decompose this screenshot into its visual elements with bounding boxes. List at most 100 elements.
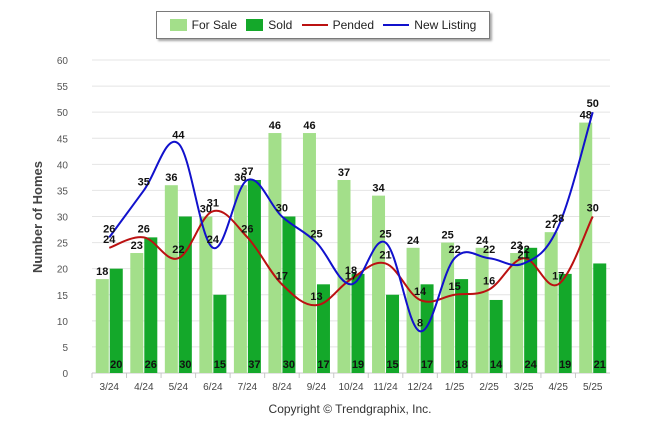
bar-data-label: 15 (386, 359, 398, 371)
y-axis-ticks: 0 5 10 15 20 25 30 35 40 45 50 55 60 (57, 56, 69, 380)
bar-for-sale[interactable] (268, 133, 282, 373)
bar-data-label: 24 (407, 235, 420, 247)
y-tick-label: 40 (57, 160, 69, 171)
y-tick-label: 0 (62, 369, 68, 380)
bar-data-label: 18 (455, 359, 467, 371)
line-data-label: 14 (414, 286, 427, 298)
bar-marks (95, 122, 607, 374)
line-data-label: 17 (552, 270, 564, 282)
bar-sold[interactable] (558, 273, 572, 373)
legend-item-pended[interactable]: Pended (301, 18, 374, 32)
legend-item-new-listing[interactable]: New Listing (383, 18, 476, 32)
line-data-label: 8 (417, 317, 423, 329)
bar-data-label: 23 (511, 240, 523, 252)
line-pended[interactable] (108, 209, 594, 307)
x-tick-label: 2/25 (479, 382, 499, 393)
x-tick-label: 9/24 (307, 382, 327, 393)
bar-for-sale[interactable] (579, 122, 593, 373)
bar-sold[interactable] (109, 268, 123, 373)
line-data-label: 22 (172, 244, 184, 256)
x-tick-label: 12/24 (408, 382, 433, 393)
line-data-label: 21 (379, 249, 391, 261)
bar-sold[interactable] (178, 216, 192, 374)
grid-lines (92, 59, 610, 374)
bar-data-label: 46 (303, 120, 315, 132)
x-tick-label: 5/24 (169, 382, 189, 393)
bar-data-label: 30 (179, 359, 191, 371)
bar-sold[interactable] (593, 263, 607, 373)
y-tick-label: 55 (57, 82, 69, 93)
legend-swatch-sold (246, 19, 264, 31)
bar-data-label: 15 (214, 359, 226, 371)
bar-data-label: 36 (234, 172, 246, 184)
bar-for-sale[interactable] (95, 279, 109, 373)
bar-data-label: 17 (317, 359, 329, 371)
x-tick-label: 4/24 (134, 382, 154, 393)
y-tick-label: 10 (57, 317, 69, 328)
line-data-label: 24 (207, 234, 220, 246)
bar-sold[interactable] (351, 273, 365, 373)
bar-for-sale[interactable] (475, 247, 489, 373)
y-tick-label: 35 (57, 186, 69, 197)
y-tick-label: 20 (57, 265, 69, 276)
line-data-label: 28 (552, 213, 564, 225)
bar-sold[interactable] (213, 294, 227, 373)
bar-for-sale[interactable] (510, 253, 524, 373)
x-axis-ticks: 3/24 4/24 5/24 6/24 7/24 8/24 9/24 10/24 11/24 12… (91, 373, 603, 393)
bar-data-label: 19 (559, 359, 571, 371)
line-data-label: 26 (241, 223, 253, 235)
bar-data-label: 48 (580, 110, 592, 122)
bar-for-sale[interactable] (372, 195, 386, 373)
line-data-label: 31 (207, 197, 219, 209)
line-data-label: 26 (138, 223, 150, 235)
bar-sold[interactable] (420, 284, 434, 373)
y-tick-label: 30 (57, 213, 69, 224)
line-data-label: 35 (138, 176, 150, 188)
x-tick-label: 1/25 (445, 382, 465, 393)
bar-data-labels: 18 23 36 30 36 46 46 37 34 24 25 24 23 27 48 20 26 30 15 37… (96, 110, 606, 371)
line-data-label: 25 (310, 229, 322, 241)
bar-data-label: 23 (131, 240, 143, 252)
copyright-footer: Copyright © Trendgraphix, Inc. (269, 402, 432, 416)
bar-sold[interactable] (282, 216, 296, 374)
bar-data-label: 18 (96, 266, 108, 278)
line-new-listing[interactable] (108, 111, 594, 333)
line-data-label: 37 (241, 166, 253, 178)
bar-for-sale[interactable] (233, 185, 247, 373)
bar-data-label: 26 (145, 359, 157, 371)
bar-for-sale[interactable] (302, 133, 316, 373)
bar-for-sale[interactable] (130, 253, 144, 373)
bar-sold[interactable] (247, 179, 261, 373)
bar-sold[interactable] (144, 237, 158, 373)
bar-sold[interactable] (455, 279, 469, 373)
chart-legend: For Sale Sold Pended New Listing (156, 11, 490, 39)
legend-item-for-sale[interactable]: For Sale (169, 18, 237, 32)
line-data-label: 26 (103, 223, 115, 235)
bar-for-sale[interactable] (544, 232, 558, 373)
bar-data-label: 27 (545, 219, 557, 231)
line-data-label: 25 (379, 229, 391, 241)
bar-for-sale[interactable] (199, 216, 213, 374)
legend-swatch-for-sale (169, 19, 187, 31)
bar-for-sale[interactable] (337, 179, 351, 373)
x-tick-label: 11/24 (373, 382, 398, 393)
line-data-label: 16 (483, 276, 495, 288)
bar-sold[interactable] (386, 294, 400, 373)
bar-for-sale[interactable] (441, 242, 455, 373)
bar-data-label: 20 (110, 359, 122, 371)
bar-for-sale[interactable] (164, 185, 178, 373)
bar-sold[interactable] (524, 247, 538, 373)
bar-sold[interactable] (489, 299, 503, 373)
x-tick-label: 3/24 (100, 382, 120, 393)
line-data-label: 50 (587, 98, 599, 110)
bar-data-label: 17 (421, 359, 433, 371)
y-tick-label: 50 (57, 108, 69, 119)
bar-sold[interactable] (316, 284, 330, 373)
legend-swatch-pended (301, 24, 328, 26)
legend-item-sold[interactable]: Sold (246, 18, 292, 32)
line-data-label: 17 (345, 270, 357, 282)
bar-for-sale[interactable] (406, 247, 420, 373)
y-tick-label: 45 (57, 134, 69, 145)
line-data-label: 22 (518, 244, 530, 256)
bar-data-label: 24 (525, 359, 538, 371)
